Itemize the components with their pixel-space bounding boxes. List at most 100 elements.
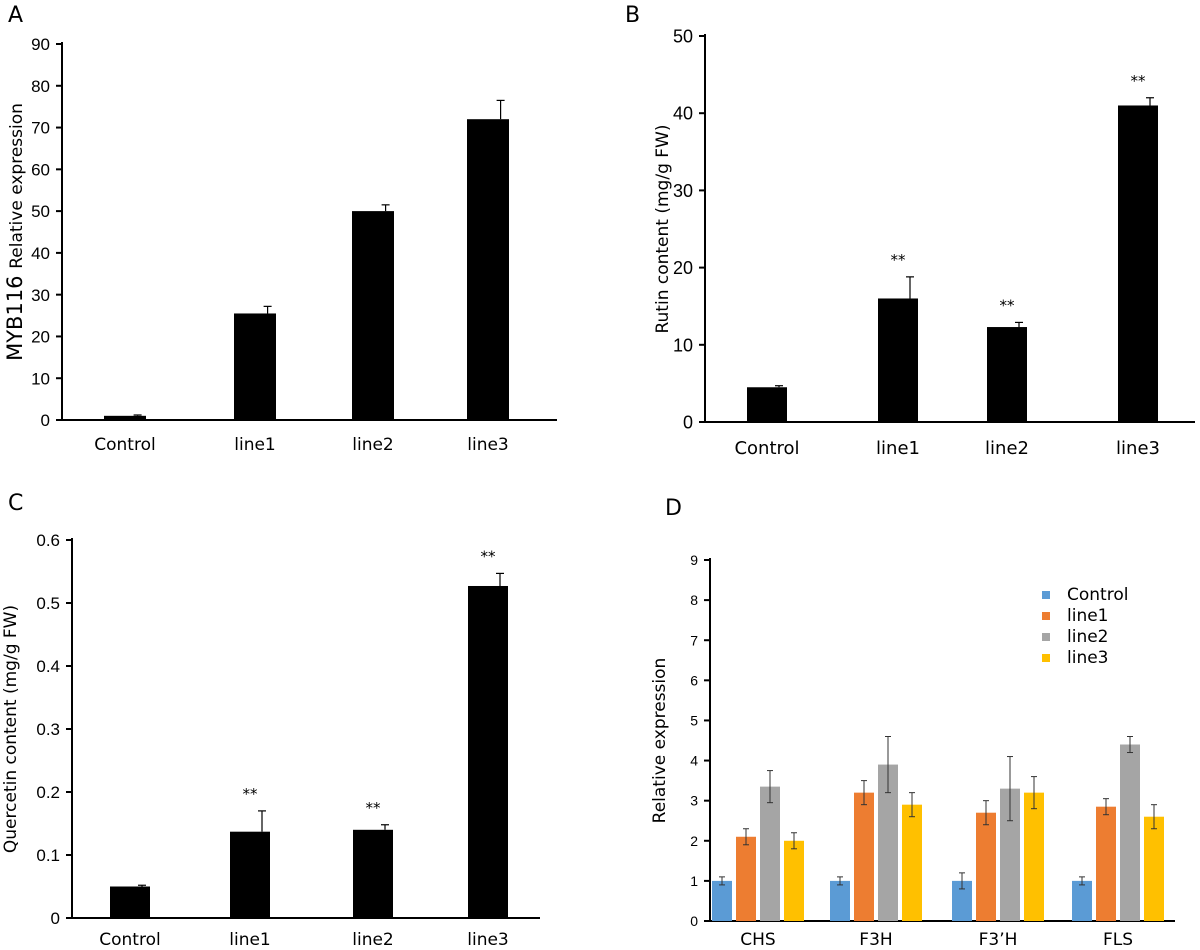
significance-marker: ** xyxy=(1131,72,1147,90)
y-axis-label-text: Relative expression xyxy=(650,658,670,824)
x-tick-label: F3’H xyxy=(979,930,1018,950)
legend-swatch xyxy=(1042,654,1050,662)
x-tick-label: Control xyxy=(99,930,160,950)
legend-swatch xyxy=(1042,633,1050,641)
y-tick-label: 0.3 xyxy=(36,720,60,739)
x-tick-label: line1 xyxy=(876,438,920,459)
x-tick-label: F3H xyxy=(859,930,892,950)
bar xyxy=(976,812,996,921)
x-tick-label: line2 xyxy=(352,435,394,455)
y-axis-label-text: Relative expression xyxy=(7,103,27,269)
panel-label-c: C xyxy=(8,491,23,516)
y-tick-label: 90 xyxy=(31,35,50,54)
bar xyxy=(1144,816,1164,921)
y-tick-label: 8 xyxy=(690,592,698,608)
y-tick-label: 0.6 xyxy=(36,531,60,550)
bar xyxy=(104,415,146,420)
y-axis-label-text: Rutin content (mg/g FW) xyxy=(653,124,673,333)
y-tick-label: 0 xyxy=(690,913,698,929)
y-tick-label: 20 xyxy=(673,258,693,278)
chart-panel-d: 0 1 2 3 4 5 6 7 8 9 CHS F3H F3’H FLS Relative expressi… xyxy=(650,552,1175,950)
y-tick-label: 7 xyxy=(690,632,698,648)
x-tick-label: line1 xyxy=(229,930,271,950)
y-tick-label: 20 xyxy=(31,328,50,347)
y-axis-label: Relative expression xyxy=(650,658,670,824)
bar xyxy=(1072,880,1092,921)
bar xyxy=(230,831,270,918)
bar xyxy=(353,829,393,918)
y-tick-label: 30 xyxy=(31,286,50,305)
x-tick-label: Control xyxy=(734,438,799,459)
x-tick-label: FLS xyxy=(1103,930,1133,950)
bar xyxy=(760,786,780,921)
x-tick-label: line2 xyxy=(352,930,394,950)
x-tick-label: line1 xyxy=(234,435,276,455)
y-tick-label: 50 xyxy=(673,26,693,46)
panel-label-b: B xyxy=(625,3,640,28)
y-tick-label: 4 xyxy=(690,753,698,769)
y-tick-label: 9 xyxy=(690,552,698,568)
bar xyxy=(352,211,394,420)
legend-label: line3 xyxy=(1067,648,1109,668)
y-tick-label: 5 xyxy=(690,712,698,728)
significance-marker: ** xyxy=(243,785,259,803)
y-tick-label: 80 xyxy=(31,77,50,96)
x-tick-label: line3 xyxy=(1116,438,1160,459)
bar xyxy=(952,880,972,921)
panel-label-d: D xyxy=(665,496,682,521)
y-tick-label: 6 xyxy=(690,672,698,688)
bar xyxy=(468,585,508,918)
y-tick-label: 0.1 xyxy=(36,846,60,865)
bar xyxy=(1096,806,1116,921)
y-tick-label: 0 xyxy=(51,909,60,928)
y-tick-label: 0.5 xyxy=(36,594,60,613)
bar xyxy=(1118,105,1158,422)
bar xyxy=(854,792,874,921)
y-tick-label: 2 xyxy=(690,833,698,849)
bar xyxy=(902,804,922,921)
legend-label: Control xyxy=(1067,585,1128,605)
significance-marker: ** xyxy=(481,547,497,565)
bar xyxy=(712,880,732,921)
bar xyxy=(1024,792,1044,921)
y-tick-label: 40 xyxy=(673,104,693,124)
bar xyxy=(110,886,150,918)
y-axis-label-text: Quercetin content (mg/g FW) xyxy=(1,605,21,853)
bar xyxy=(467,119,509,420)
y-axis-label: Rutin content (mg/g FW) xyxy=(653,124,673,333)
legend-label: line2 xyxy=(1067,627,1109,647)
y-tick-label: 70 xyxy=(31,119,50,138)
significance-marker: ** xyxy=(1000,296,1016,314)
y-tick-label: 50 xyxy=(31,202,50,221)
y-tick-label: 0 xyxy=(683,412,693,432)
x-tick-label: CHS xyxy=(740,930,775,950)
y-tick-label: 3 xyxy=(690,793,698,809)
chart-panel-a: 0 10 20 30 40 50 60 70 80 90 Control line1 line2 line… xyxy=(3,35,557,455)
chart-panel-b: 0 10 20 30 40 50 Control line1 line2 line3 Rutin c… xyxy=(653,26,1195,459)
y-axis-label: MYB116 Relative expression xyxy=(3,103,27,361)
legend-swatch xyxy=(1042,591,1050,599)
bar xyxy=(878,764,898,921)
y-tick-label: 60 xyxy=(31,160,50,179)
y-tick-label: 40 xyxy=(31,244,50,263)
bar xyxy=(878,298,918,422)
bar xyxy=(1000,788,1020,921)
y-tick-label: 0 xyxy=(41,411,50,430)
x-tick-label: line3 xyxy=(467,435,509,455)
bar xyxy=(987,327,1027,422)
legend-label: line1 xyxy=(1067,606,1109,626)
bar xyxy=(830,880,850,921)
y-tick-label: 1 xyxy=(690,873,698,889)
significance-marker: ** xyxy=(891,251,907,269)
y-tick-label: 0.2 xyxy=(36,783,60,802)
y-tick-label: 10 xyxy=(673,335,693,355)
legend-swatch xyxy=(1042,612,1050,620)
bar xyxy=(1120,744,1140,921)
bar xyxy=(784,840,804,921)
y-axis-label: Quercetin content (mg/g FW) xyxy=(1,605,21,853)
bar xyxy=(234,313,276,420)
y-tick-label: 0.4 xyxy=(36,657,60,676)
bar xyxy=(747,387,787,422)
